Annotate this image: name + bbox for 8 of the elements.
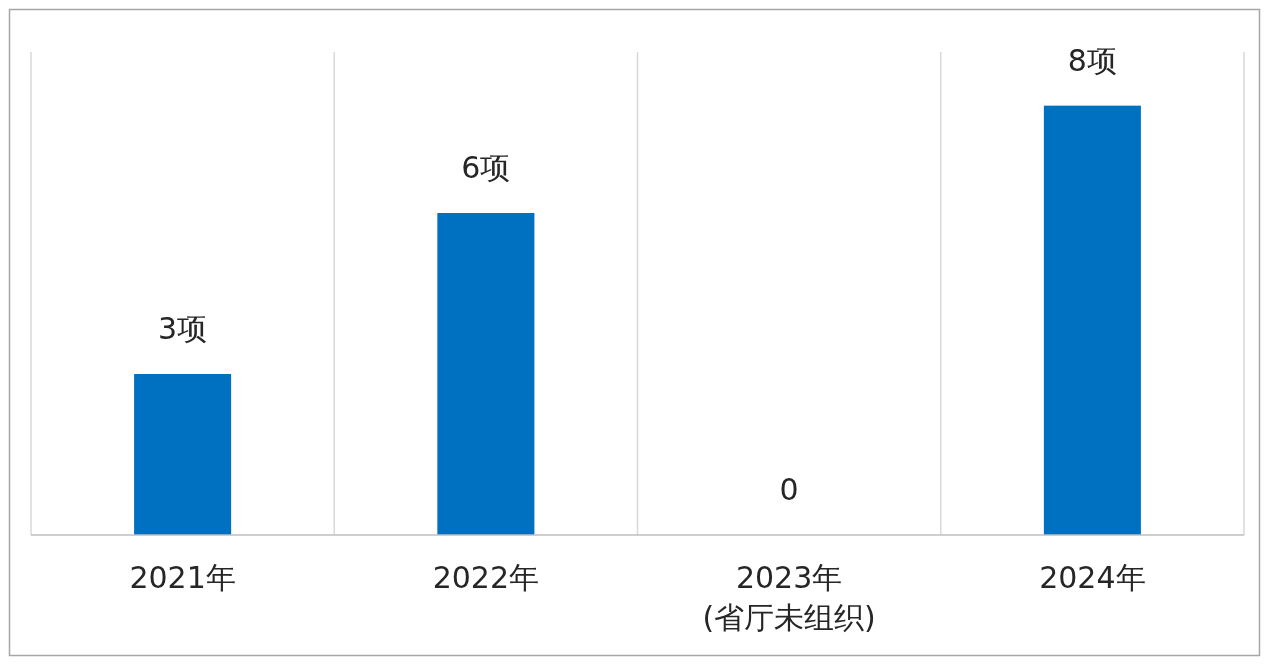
x-tick-label: 2021年 <box>129 560 236 595</box>
x-tick-label: 2024年 <box>1039 560 1146 595</box>
x-tick-label: 2023年 (省厅未组织) <box>702 560 876 635</box>
data-label: 8项 <box>1067 42 1117 78</box>
data-label: 0 <box>779 472 799 507</box>
x-tick-label: 2022年 <box>432 560 540 595</box>
data-label: 3项 <box>158 311 208 346</box>
data-label: 6项 <box>461 150 511 185</box>
